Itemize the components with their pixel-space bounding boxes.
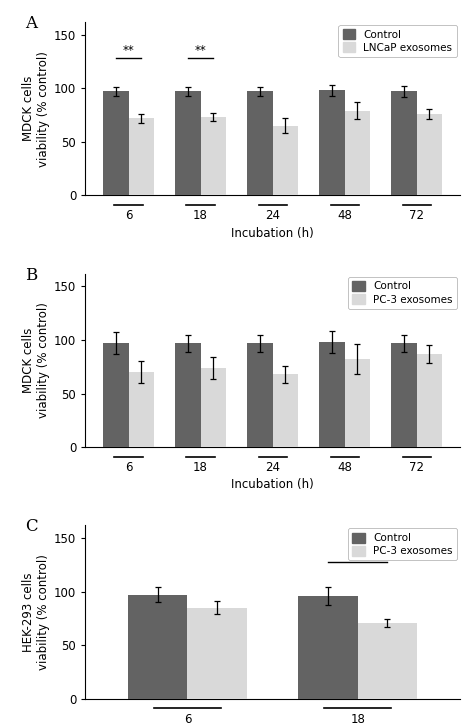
Bar xyxy=(417,114,442,195)
Bar xyxy=(128,372,154,447)
Bar xyxy=(273,374,298,447)
Bar xyxy=(298,596,358,699)
Text: A: A xyxy=(26,15,37,32)
Legend: Control, LNCaP exosomes: Control, LNCaP exosomes xyxy=(338,25,456,57)
Bar xyxy=(103,92,128,195)
Bar xyxy=(319,342,345,447)
Bar xyxy=(175,343,201,447)
Bar xyxy=(187,608,247,699)
Bar xyxy=(345,360,370,447)
Bar xyxy=(128,595,187,699)
Text: Incubation (h): Incubation (h) xyxy=(231,226,314,240)
Bar xyxy=(128,118,154,195)
Y-axis label: MDCK cells
viability (% control): MDCK cells viability (% control) xyxy=(22,302,50,419)
Bar xyxy=(247,92,273,195)
Text: C: C xyxy=(26,518,38,535)
Bar xyxy=(319,90,345,195)
Y-axis label: HEK-293 cells
viability (% control): HEK-293 cells viability (% control) xyxy=(22,554,50,670)
Bar xyxy=(417,354,442,447)
Text: *: * xyxy=(355,547,361,560)
Text: **: ** xyxy=(195,44,206,57)
Bar xyxy=(273,126,298,195)
Legend: Control, PC-3 exosomes: Control, PC-3 exosomes xyxy=(348,277,456,309)
Bar xyxy=(358,622,417,699)
Y-axis label: MDCK cells
viability (% control): MDCK cells viability (% control) xyxy=(22,51,50,167)
Bar xyxy=(103,343,128,447)
Bar xyxy=(201,117,226,195)
Bar xyxy=(392,343,417,447)
Text: Incubation (h): Incubation (h) xyxy=(231,478,314,491)
Bar xyxy=(392,92,417,195)
Text: **: ** xyxy=(123,44,135,57)
Bar xyxy=(247,343,273,447)
Legend: Control, PC-3 exosomes: Control, PC-3 exosomes xyxy=(348,529,456,561)
Bar xyxy=(175,92,201,195)
Bar xyxy=(345,111,370,195)
Text: B: B xyxy=(26,266,37,284)
Bar xyxy=(201,368,226,447)
